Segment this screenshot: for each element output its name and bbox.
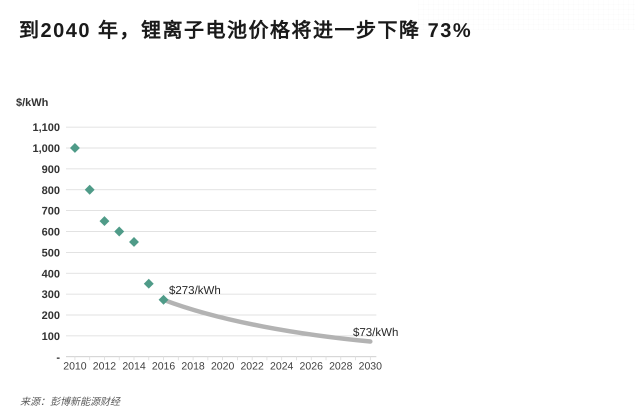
svg-text:2012: 2012 <box>93 360 117 372</box>
svg-text:400: 400 <box>42 268 60 280</box>
svg-text:2026: 2026 <box>300 360 324 372</box>
svg-text:900: 900 <box>42 164 60 176</box>
svg-text:500: 500 <box>42 247 60 259</box>
svg-text:-: - <box>56 352 60 364</box>
svg-text:200: 200 <box>42 310 60 322</box>
svg-text:2020: 2020 <box>211 360 235 372</box>
svg-text:$273/kWh: $273/kWh <box>169 285 221 297</box>
svg-text:$/kWh: $/kWh <box>16 97 49 109</box>
svg-text:800: 800 <box>42 185 60 197</box>
svg-text:1,100: 1,100 <box>32 122 60 134</box>
svg-text:2022: 2022 <box>240 360 264 372</box>
svg-text:2028: 2028 <box>329 360 353 372</box>
svg-text:600: 600 <box>42 227 60 239</box>
svg-text:2030: 2030 <box>359 360 383 372</box>
svg-text:2016: 2016 <box>152 360 176 372</box>
svg-text:2014: 2014 <box>122 360 146 372</box>
svg-text:1,000: 1,000 <box>32 143 60 155</box>
svg-text:2010: 2010 <box>63 360 87 372</box>
svg-text:300: 300 <box>42 289 60 301</box>
svg-text:$73/kWh: $73/kWh <box>353 327 398 339</box>
svg-text:2018: 2018 <box>181 360 205 372</box>
svg-text:100: 100 <box>42 331 60 343</box>
svg-text:700: 700 <box>42 206 60 218</box>
svg-text:2024: 2024 <box>270 360 294 372</box>
